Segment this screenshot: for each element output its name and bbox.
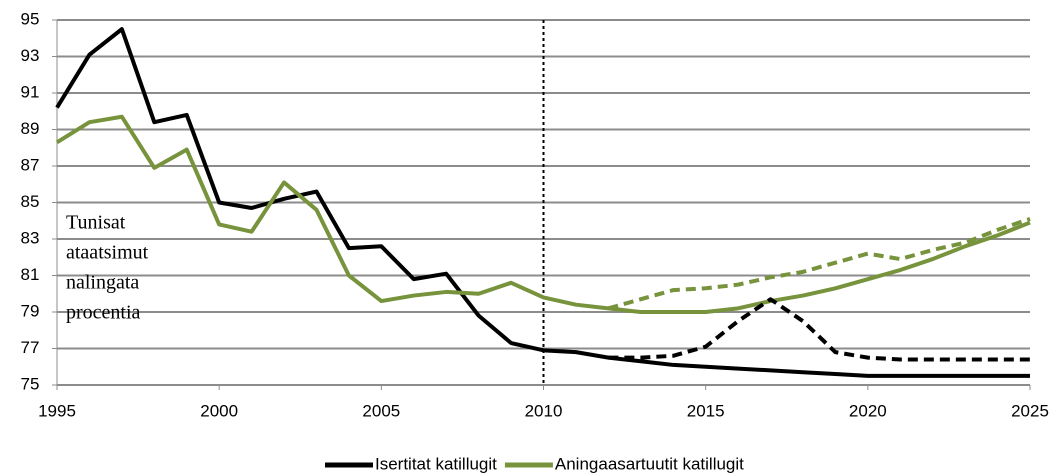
y-tick-label: 91: [21, 82, 40, 101]
y-tick-label: 79: [21, 301, 40, 320]
y-tick-label: 77: [21, 338, 40, 357]
legend-label: Aningaasartuutit katillugit: [555, 454, 744, 473]
x-tick-label: 2000: [200, 401, 238, 420]
y-tick-label: 89: [21, 119, 40, 138]
y-tick-label: 83: [21, 228, 40, 247]
x-tick-label: 2005: [362, 401, 400, 420]
y-tick-label: 85: [21, 192, 40, 211]
x-tick-label: 1995: [38, 401, 76, 420]
annotation: ataatsimut: [66, 242, 149, 264]
y-tick-label: 95: [21, 9, 40, 28]
line-series: [607, 217, 1031, 311]
y-tick-label: 87: [21, 155, 40, 174]
annotation: Tunisat: [66, 212, 126, 234]
y-tick-label: 93: [21, 46, 40, 65]
y-tick-label: 75: [21, 374, 40, 393]
annotation: procentia: [66, 302, 141, 324]
legend-label: Isertitat katillugit: [375, 454, 497, 473]
line-series: [55, 27, 1030, 378]
x-tick-label: 2010: [525, 401, 563, 420]
line-series: [608, 297, 1030, 362]
annotation: nalingata: [66, 272, 139, 294]
x-tick-label: 2020: [849, 401, 887, 420]
x-tick-label: 2025: [1011, 401, 1049, 420]
y-tick-label: 81: [21, 265, 40, 284]
x-tick-label: 2015: [687, 401, 725, 420]
line-series: [55, 114, 1031, 314]
